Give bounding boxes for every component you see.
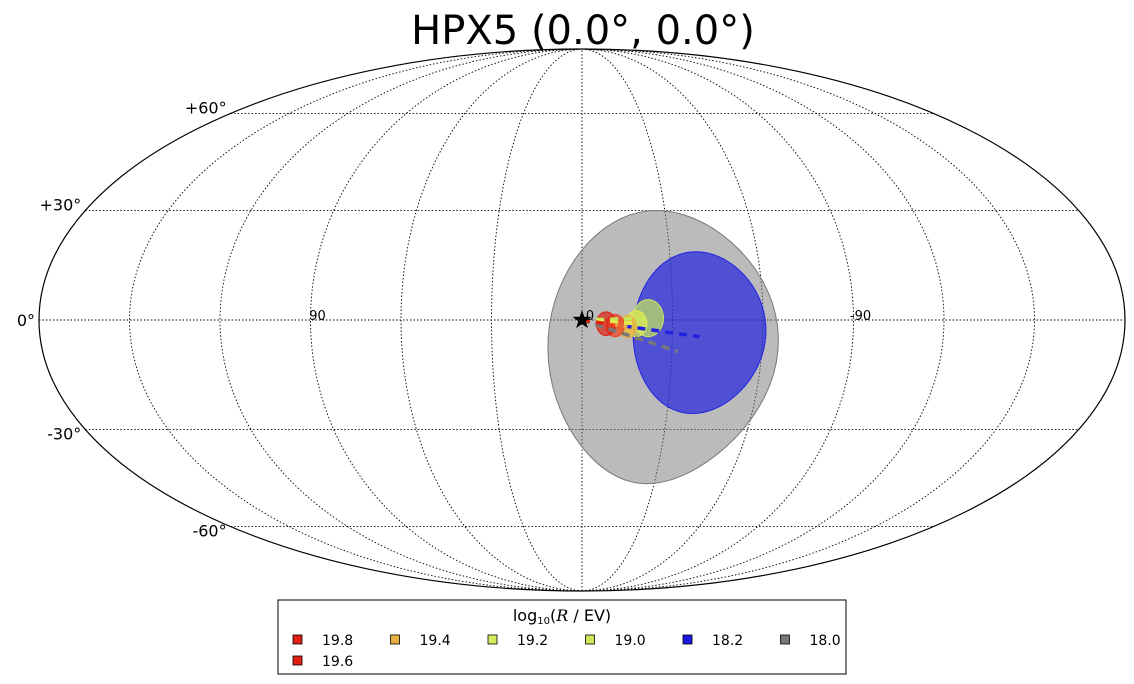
legend-title-log: log: [513, 606, 537, 625]
legend-swatch: [585, 634, 595, 645]
deflection-track-19.0: [581, 316, 649, 322]
legend-label: 18.2: [712, 633, 743, 649]
chart-title: HPX5 (0.0°, 0.0°): [411, 8, 755, 54]
deflection-track-19.2: [581, 318, 637, 326]
legend-swatch: [292, 634, 303, 645]
legend-label: 19.4: [420, 633, 451, 649]
legend: log10(R / EV) 19.8 19.4 19.2 19.0 18.2 18.019…: [277, 599, 847, 675]
legend-swatch: [292, 655, 303, 666]
map-area: [38, 48, 1126, 592]
legend-frame: [277, 599, 847, 675]
legend-label: 19.6: [322, 654, 353, 670]
legend-label: 19.2: [517, 633, 548, 649]
lat-tick-label: +60°: [185, 98, 227, 117]
source-star-marker: [572, 310, 592, 329]
axis-ticks: +60° +30° 0° -30° -60° 90 0 -90: [17, 98, 871, 540]
legend-title-unit: / EV): [568, 606, 611, 625]
legend-swatch: [682, 634, 693, 645]
legend-label: 19.8: [322, 633, 353, 649]
legend-title-var: R: [555, 606, 568, 625]
legend-title-open: (: [550, 606, 556, 625]
legend-swatch: [780, 634, 790, 645]
deflection-region-18.2: [632, 251, 767, 415]
legend-title: log10(R / EV): [513, 606, 611, 627]
legend-title-sub: 10: [537, 616, 550, 627]
lat-tick-label: +30°: [40, 196, 82, 215]
legend-swatch: [487, 634, 498, 645]
lat-tick-label: 0°: [17, 311, 35, 330]
graticule-meridian: [129, 48, 583, 592]
lon-tick-label: 90: [309, 309, 326, 324]
legend-label: 19.0: [615, 633, 646, 649]
lat-tick-label: -60°: [192, 522, 226, 541]
lat-tick-label: -30°: [47, 424, 81, 443]
graticule-meridian: [219, 48, 583, 592]
legend-label: 18.0: [810, 633, 841, 649]
legend-swatch: [390, 634, 400, 645]
legend-entries: 19.8 19.4 19.2 19.0 18.2 18.0 19.6: [292, 633, 841, 670]
deflection-track-18.0: [581, 318, 679, 354]
lon-tick-label: 0: [586, 309, 594, 324]
lon-tick-label: -90: [850, 309, 871, 324]
